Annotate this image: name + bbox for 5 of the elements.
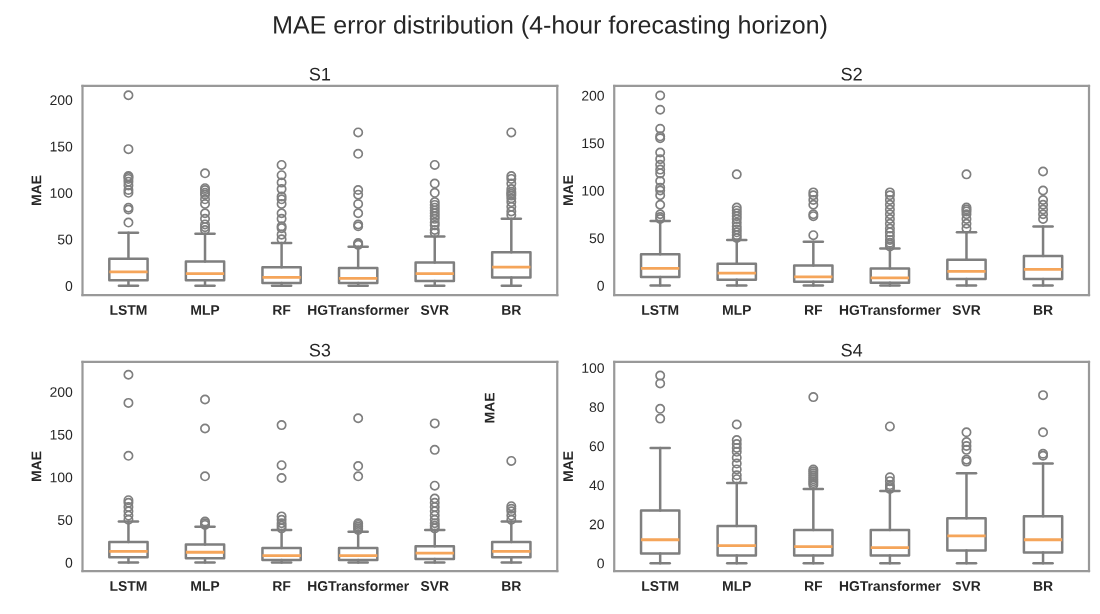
chart-title: S1 bbox=[309, 67, 331, 81]
chart-title: S4 bbox=[841, 343, 863, 357]
chart-title: S3 bbox=[309, 343, 331, 357]
chart-title: S2 bbox=[841, 67, 862, 81]
text: MAE error distribution (4-hour forecasting horizon) bbox=[274, 15, 827, 39]
